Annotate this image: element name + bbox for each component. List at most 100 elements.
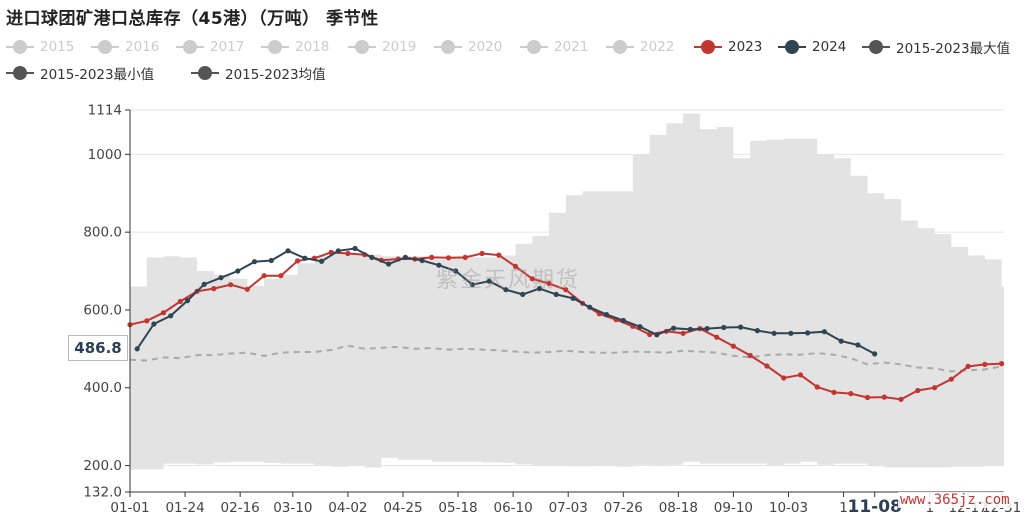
series-2024-point[interactable]: [553, 291, 559, 297]
series-2023-point[interactable]: [797, 372, 804, 378]
series-2024-point[interactable]: [637, 324, 643, 330]
series-2023-point[interactable]: [144, 318, 150, 324]
series-2024-point[interactable]: [654, 332, 660, 338]
series-2024-point[interactable]: [402, 254, 408, 260]
legend-item-2015-2023最大值[interactable]: 2015-2023最大值: [862, 36, 1010, 58]
series-2024-point[interactable]: [436, 262, 442, 268]
series-2023-point[interactable]: [278, 273, 284, 279]
series-2023-point[interactable]: [228, 282, 234, 288]
legend-item-2016[interactable]: 2016: [91, 36, 159, 58]
series-2023-point[interactable]: [512, 263, 519, 269]
series-2024-point[interactable]: [419, 257, 425, 264]
series-2023-point[interactable]: [747, 352, 753, 359]
series-2024-point[interactable]: [805, 330, 811, 336]
series-2023-point[interactable]: [764, 363, 770, 369]
series-2024-point[interactable]: [788, 330, 794, 336]
series-2023-point[interactable]: [429, 254, 435, 260]
series-2024-point[interactable]: [821, 329, 828, 335]
legend-item-2019[interactable]: 2019: [348, 36, 416, 58]
series-2024-point[interactable]: [721, 324, 727, 331]
series-2024-point[interactable]: [134, 346, 140, 352]
legend-item-2018[interactable]: 2018: [261, 36, 329, 58]
series-2024-point[interactable]: [872, 351, 878, 357]
series-2023-point[interactable]: [898, 396, 904, 402]
series-2024-point[interactable]: [855, 342, 861, 348]
series-2023-point[interactable]: [831, 389, 837, 395]
legend-item-2015-2023最小值[interactable]: 2015-2023最小值: [6, 62, 154, 84]
legend-item-2024[interactable]: 2024: [778, 36, 846, 58]
series-2024-point[interactable]: [319, 258, 325, 264]
x-tick-label: 07-03: [549, 500, 588, 516]
series-2023-point[interactable]: [462, 254, 468, 260]
series-2024-point[interactable]: [369, 254, 375, 260]
legend-item-2021[interactable]: 2021: [520, 36, 588, 58]
series-2023-point[interactable]: [345, 250, 351, 257]
series-2024-point[interactable]: [687, 326, 693, 332]
series-2023-point[interactable]: [730, 343, 737, 349]
series-2023-point[interactable]: [496, 252, 502, 258]
legend-item-2023[interactable]: 2023: [694, 36, 762, 58]
legend-item-2022[interactable]: 2022: [606, 36, 674, 58]
series-2024-point[interactable]: [218, 275, 224, 281]
series-2024-point[interactable]: [620, 317, 626, 324]
series-2024-point[interactable]: [603, 312, 610, 318]
series-2023-point[interactable]: [160, 310, 167, 316]
series-2024-point[interactable]: [536, 286, 543, 292]
series-2023-point[interactable]: [445, 255, 452, 261]
series-2023-point[interactable]: [295, 258, 301, 264]
legend-item-2015-2023均值[interactable]: 2015-2023均值: [191, 62, 326, 84]
series-2023-point[interactable]: [714, 334, 720, 340]
series-2023-point[interactable]: [982, 361, 988, 367]
series-2024-point[interactable]: [570, 295, 576, 301]
series-2024-point[interactable]: [704, 326, 710, 332]
series-2024-point[interactable]: [386, 261, 392, 267]
series-2024-point[interactable]: [587, 304, 593, 310]
series-2023-point[interactable]: [546, 280, 552, 287]
series-2023-point[interactable]: [244, 286, 250, 292]
legend-item-2017[interactable]: 2017: [176, 36, 244, 58]
series-2024-point[interactable]: [503, 287, 509, 293]
series-2024-point[interactable]: [168, 313, 174, 319]
series-2023-point[interactable]: [999, 361, 1005, 367]
series-2024-point[interactable]: [771, 330, 777, 336]
series-2023-point[interactable]: [814, 384, 820, 390]
series-2024-point[interactable]: [738, 324, 744, 330]
series-2023-point[interactable]: [881, 394, 887, 400]
series-2024-point[interactable]: [453, 268, 459, 274]
series-2023-point[interactable]: [781, 375, 787, 381]
series-2023-point[interactable]: [915, 387, 921, 394]
series-2024-point[interactable]: [235, 268, 241, 274]
series-2024-point[interactable]: [302, 255, 308, 261]
series-2024-point[interactable]: [201, 281, 207, 287]
series-2023-point[interactable]: [848, 391, 854, 397]
series-2024-point[interactable]: [184, 298, 191, 304]
series-2023-point[interactable]: [948, 376, 954, 382]
series-2023-point[interactable]: [864, 394, 871, 401]
legend-label: 2015-2023均值: [225, 67, 326, 83]
series-2024-point[interactable]: [335, 248, 341, 254]
legend-item-2020[interactable]: 2020: [434, 36, 502, 58]
series-2024-point[interactable]: [838, 338, 844, 344]
series-2023-point[interactable]: [965, 363, 971, 369]
series-2023-point[interactable]: [177, 298, 183, 304]
series-2024-point[interactable]: [754, 328, 761, 334]
series-2024-point[interactable]: [520, 291, 526, 297]
series-2023-point[interactable]: [932, 385, 938, 391]
series-2024-point[interactable]: [285, 248, 291, 254]
series-2023-point[interactable]: [211, 286, 217, 292]
series-2023-point[interactable]: [680, 330, 686, 336]
series-2024-point[interactable]: [486, 278, 492, 284]
series-2024-point[interactable]: [671, 325, 677, 331]
series-2023-point[interactable]: [479, 250, 485, 257]
series-2024-point[interactable]: [352, 245, 358, 252]
series-2023-point[interactable]: [647, 331, 653, 338]
series-2023-point[interactable]: [261, 273, 267, 279]
series-2023-point[interactable]: [563, 287, 569, 293]
series-2024-point[interactable]: [268, 257, 274, 264]
legend-item-2015[interactable]: 2015: [6, 36, 74, 58]
series-2024-point[interactable]: [151, 321, 157, 327]
series-2024-point[interactable]: [469, 282, 475, 288]
series-2023-point[interactable]: [529, 276, 535, 282]
series-2024-point[interactable]: [251, 259, 258, 265]
